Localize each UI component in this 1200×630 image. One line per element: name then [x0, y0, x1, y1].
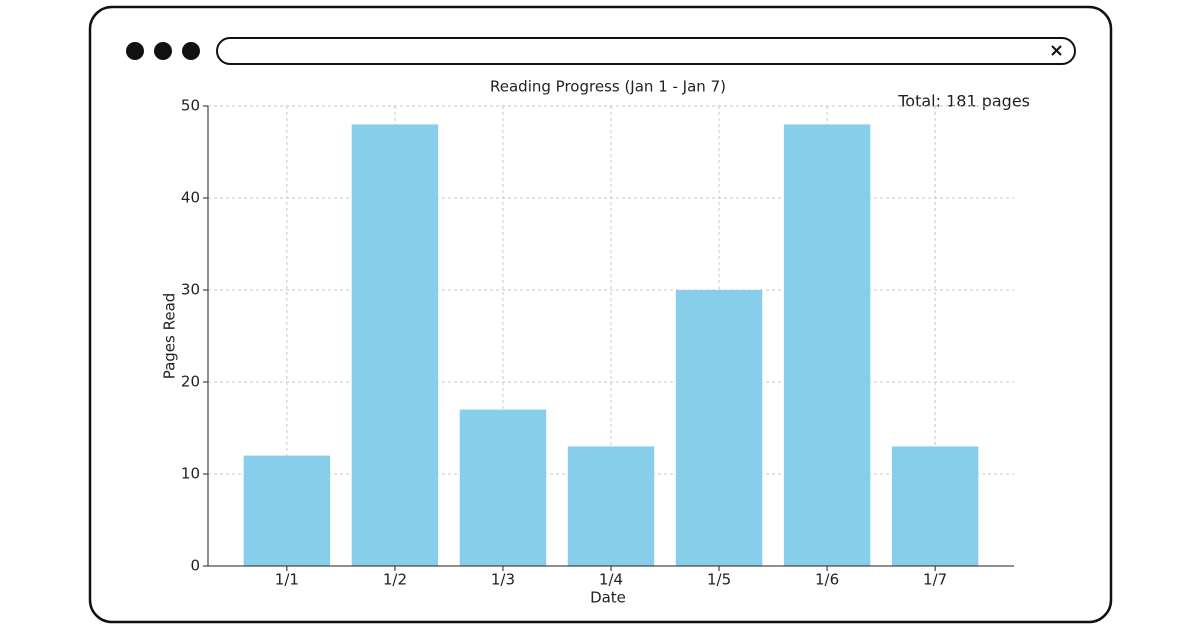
- plot: 0 10 20 30 40 50 1/1 1/2 1/3 1/4 1/5 1/6 1/7: [181, 97, 1014, 589]
- window-dot[interactable]: [154, 42, 172, 60]
- bar: [243, 455, 331, 566]
- x-tick-label: 1/7: [923, 571, 947, 589]
- x-tick-label: 1/5: [707, 571, 731, 589]
- y-axis-label: Pages Read: [161, 293, 179, 380]
- bar: [891, 446, 979, 566]
- x-tick-label: 1/6: [815, 571, 839, 589]
- x-tick-label: 1/1: [275, 571, 299, 589]
- bar: [783, 124, 871, 567]
- annotation: Total: 181 pages: [897, 92, 1030, 111]
- address-bar[interactable]: [216, 37, 1076, 65]
- bar: [351, 124, 439, 567]
- window-dot[interactable]: [126, 42, 144, 60]
- bar: [459, 409, 547, 566]
- y-tick-label: 30: [181, 281, 200, 299]
- chart-title: Reading Progress (Jan 1 - Jan 7): [490, 78, 726, 96]
- bar: [675, 290, 763, 566]
- x-tick-label: 1/2: [383, 571, 407, 589]
- y-tick-label: 20: [181, 373, 200, 391]
- x-tick-label: 1/4: [599, 571, 623, 589]
- y-tick-label: 50: [181, 97, 200, 115]
- window-dot[interactable]: [182, 42, 200, 60]
- bar: [567, 446, 655, 566]
- y-tick-label: 0: [190, 557, 200, 575]
- y-tick-label: 40: [181, 189, 200, 207]
- x-tick-label: 1/3: [491, 571, 515, 589]
- x-axis-label: Date: [590, 589, 626, 607]
- y-tick-label: 10: [181, 465, 200, 483]
- close-button[interactable]: [1051, 45, 1062, 56]
